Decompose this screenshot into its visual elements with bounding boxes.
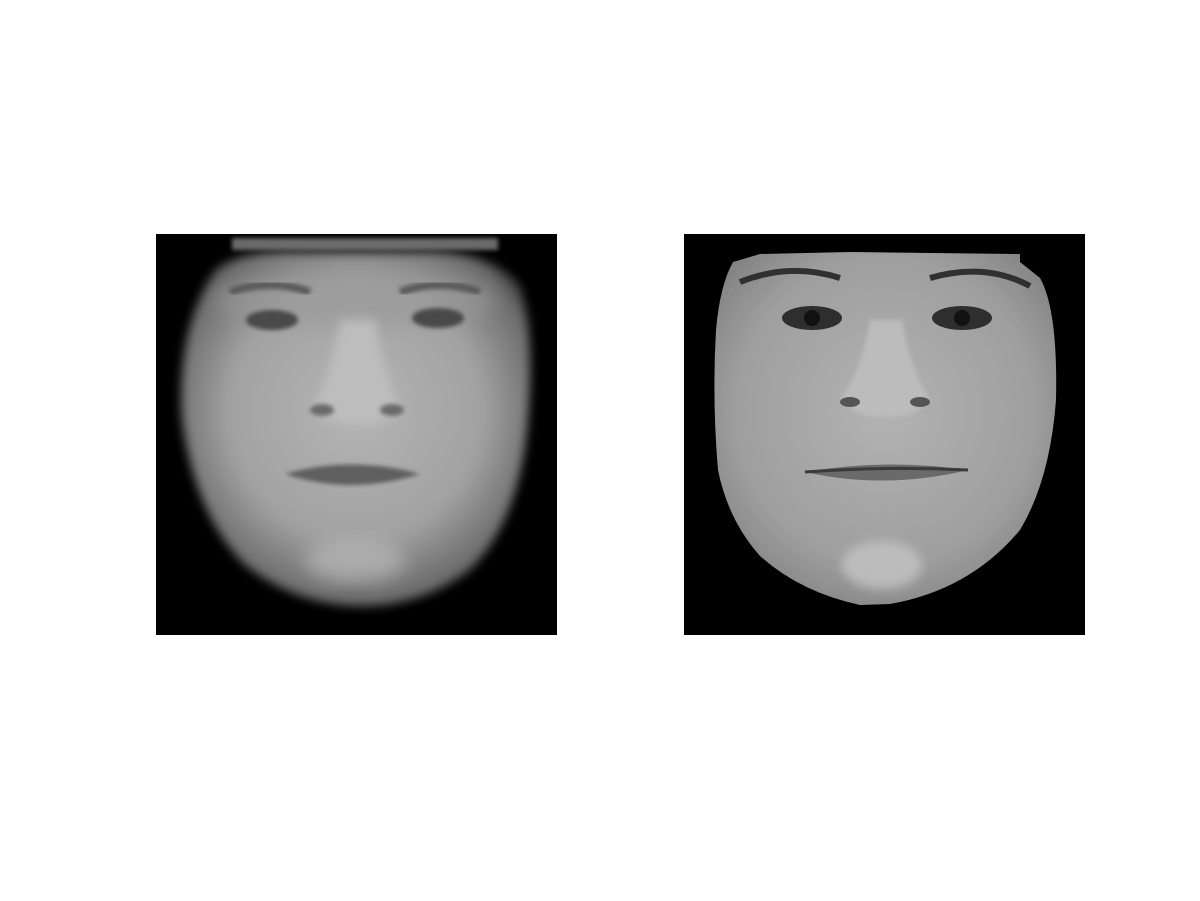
- right-face-image: [684, 234, 1085, 635]
- left-face-image: [156, 234, 557, 635]
